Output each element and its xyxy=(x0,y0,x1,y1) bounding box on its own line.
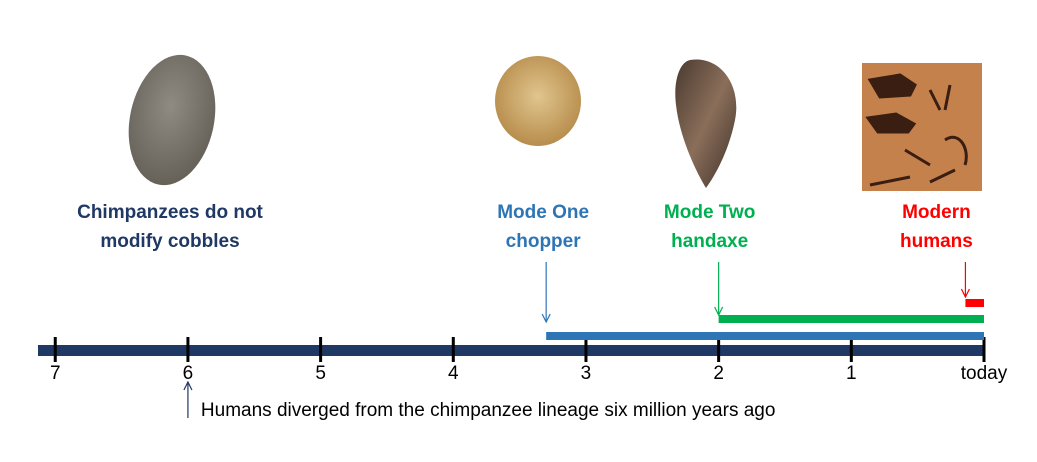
note-label: modify cobbles xyxy=(100,231,239,252)
tick-label: 1 xyxy=(846,363,857,384)
note-label: Chimpanzees do not xyxy=(77,202,263,223)
period-bar xyxy=(546,332,984,340)
tick-label: 7 xyxy=(50,363,61,384)
images xyxy=(128,54,982,191)
cobble-image xyxy=(128,54,216,186)
tick-label: 3 xyxy=(581,363,592,384)
period-label: Mode Two xyxy=(664,202,755,223)
tick-label: 6 xyxy=(183,363,194,384)
period-label: chopper xyxy=(506,231,582,252)
period-label: Modern xyxy=(902,202,971,223)
period-arrow-head xyxy=(541,313,551,324)
tick-label: today xyxy=(961,363,1008,384)
cave-figures xyxy=(865,73,968,187)
period-label: Mode One xyxy=(497,202,589,223)
axis-bar xyxy=(38,345,984,356)
period-arrow-head xyxy=(960,288,970,299)
tick-label: 5 xyxy=(315,363,326,384)
period-bar xyxy=(965,299,984,307)
annotation-text: Humans diverged from the chimpanzee line… xyxy=(201,400,776,421)
handaxe-image xyxy=(675,59,737,188)
chopper-image xyxy=(495,56,581,146)
period-arrow-head xyxy=(714,306,724,317)
annotation-arrow-head xyxy=(183,380,193,391)
period-label: handaxe xyxy=(671,231,748,252)
period-label: humans xyxy=(900,231,973,252)
period-bar xyxy=(718,315,984,323)
tick-label: 2 xyxy=(713,363,724,384)
tick-label: 4 xyxy=(448,363,459,384)
